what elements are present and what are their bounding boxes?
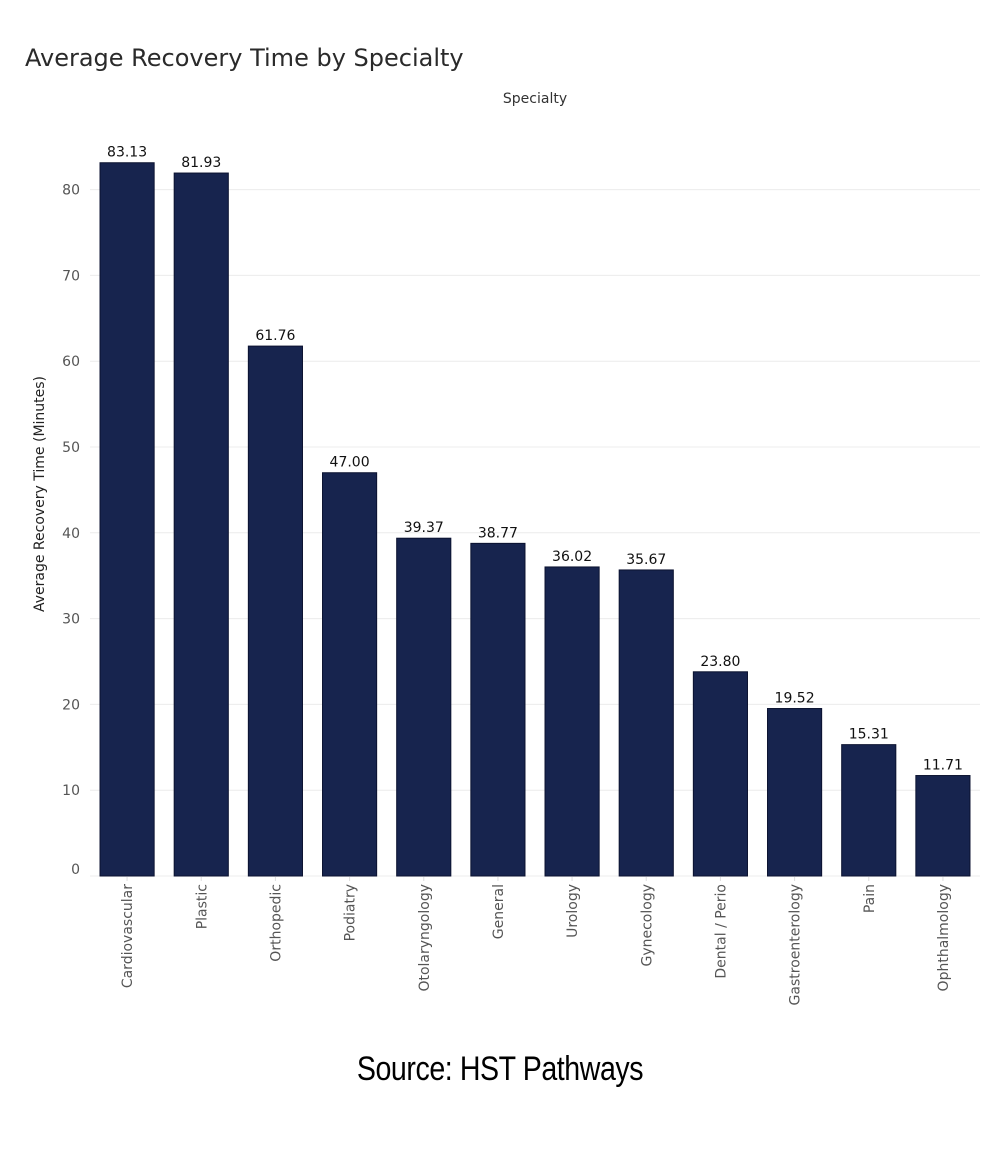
bars: 83.13 81.93 61.76 47.00 39.37 38.77 36.02 35.67…: [99, 145, 971, 877]
y-tick-label: 0: [71, 862, 80, 878]
x-tick-label: Cardiovascular: [120, 884, 136, 988]
x-tick-label: Podiatry: [343, 884, 359, 941]
bar-value-label: 47.00: [330, 455, 370, 471]
y-tick-label: 80: [62, 183, 80, 199]
y-tick-label: 20: [62, 697, 80, 713]
bar-value-label: 81.93: [181, 155, 221, 171]
bar-value-label: 61.76: [255, 328, 295, 344]
y-tick-label: 40: [62, 526, 80, 542]
bar: [322, 472, 378, 877]
x-tick-label: Urology: [565, 884, 581, 938]
y-tick-label: 50: [62, 440, 80, 456]
bar: [915, 775, 971, 877]
bar: [544, 566, 600, 877]
bar-value-label: 36.02: [552, 549, 592, 565]
bar: [173, 172, 229, 877]
bar-value-label: 39.37: [404, 520, 444, 536]
bar: [767, 708, 823, 877]
y-axis-ticks: 0 10 20 30 40 50 60 70 80: [62, 183, 80, 878]
bar: [470, 542, 526, 877]
bar: [396, 537, 452, 877]
y-tick-label: 60: [62, 354, 80, 370]
x-tick-label: Orthopedic: [268, 884, 284, 962]
chart-title: Average Recovery Time by Specialty: [25, 44, 464, 72]
bar: [841, 744, 897, 877]
y-tick-label: 70: [62, 268, 80, 284]
bar-value-label: 15.31: [849, 727, 889, 743]
source-note: Source: HST Pathways: [356, 1050, 644, 1088]
x-tick-label: Ophthalmology: [936, 884, 952, 991]
x-tick-label: General: [491, 884, 507, 939]
facet-label: Specialty: [503, 91, 567, 107]
x-tick-label: Gynecology: [639, 884, 655, 967]
bar: [692, 671, 748, 877]
bar-value-label: 19.52: [775, 691, 815, 707]
x-tick-label: Gastroenterology: [788, 884, 804, 1005]
x-tick-label: Pain: [862, 884, 878, 913]
bar: [247, 345, 303, 877]
y-axis-title: Average Recovery Time (Minutes): [32, 376, 48, 612]
bar: [618, 569, 674, 877]
grid-lines: [90, 189, 980, 877]
x-tick-label: Dental / Perio: [713, 884, 729, 979]
x-axis-ticks: Cardiovascular Plastic Orthopedic Podiatry O…: [120, 877, 952, 1005]
y-tick-label: 30: [62, 612, 80, 628]
bar-value-label: 23.80: [700, 654, 740, 670]
bar: [99, 162, 155, 877]
bar-value-label: 83.13: [107, 145, 147, 161]
bar-chart: 83.13 81.93 61.76 47.00 39.37 38.77 36.02 35.67…: [32, 91, 980, 1005]
x-tick-label: Plastic: [194, 884, 210, 929]
bar-value-label: 35.67: [626, 552, 666, 568]
y-tick-label: 10: [62, 783, 80, 799]
x-tick-label: Otolaryngology: [417, 884, 433, 992]
bar-value-label: 38.77: [478, 525, 518, 541]
bar-value-label: 11.71: [923, 758, 963, 774]
